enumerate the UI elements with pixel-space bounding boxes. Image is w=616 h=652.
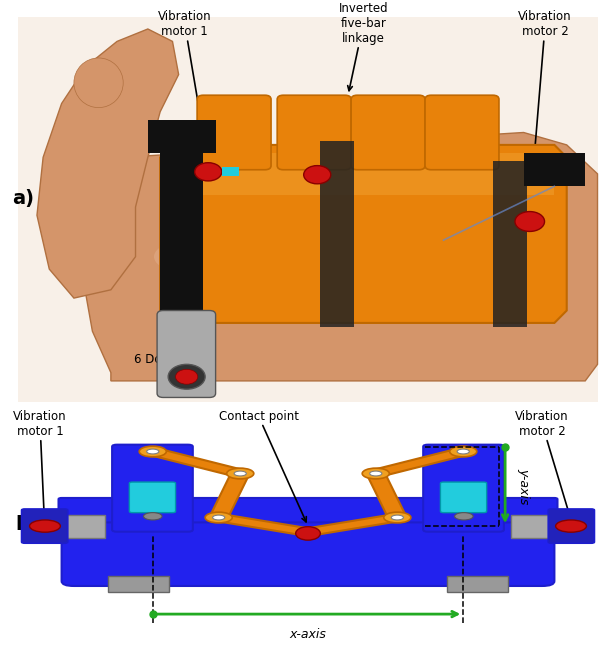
- Polygon shape: [304, 514, 401, 535]
- Bar: [511, 515, 557, 537]
- Circle shape: [30, 520, 60, 532]
- Polygon shape: [367, 473, 407, 518]
- FancyBboxPatch shape: [425, 95, 499, 170]
- Circle shape: [450, 446, 477, 457]
- Bar: [160, 137, 203, 331]
- Text: Vibration
motor 2: Vibration motor 2: [518, 10, 572, 207]
- Text: y-axis: y-axis: [517, 468, 530, 505]
- FancyBboxPatch shape: [440, 482, 487, 512]
- Text: 6 DoF camera: 6 DoF camera: [134, 338, 217, 366]
- FancyBboxPatch shape: [59, 498, 557, 541]
- Bar: [320, 141, 354, 327]
- Circle shape: [304, 166, 331, 184]
- Bar: [524, 153, 585, 186]
- Polygon shape: [37, 29, 179, 298]
- Polygon shape: [215, 514, 312, 535]
- Bar: [108, 576, 169, 592]
- Bar: [493, 162, 527, 327]
- FancyBboxPatch shape: [62, 522, 554, 586]
- Text: b): b): [15, 515, 38, 535]
- FancyBboxPatch shape: [22, 509, 68, 543]
- Circle shape: [195, 163, 222, 181]
- Circle shape: [362, 468, 389, 479]
- Circle shape: [370, 471, 382, 476]
- Polygon shape: [148, 449, 245, 477]
- Bar: [59, 515, 105, 537]
- FancyBboxPatch shape: [129, 482, 176, 512]
- Text: Contact point: Contact point: [219, 410, 306, 522]
- Text: x-axis: x-axis: [290, 629, 326, 642]
- Circle shape: [455, 512, 473, 520]
- FancyBboxPatch shape: [548, 509, 594, 543]
- Polygon shape: [74, 132, 598, 381]
- Circle shape: [139, 446, 166, 457]
- Circle shape: [457, 449, 469, 454]
- Ellipse shape: [74, 58, 123, 108]
- FancyBboxPatch shape: [112, 445, 193, 532]
- Polygon shape: [160, 145, 567, 323]
- Text: Vibration
motor 1: Vibration motor 1: [158, 10, 212, 158]
- Polygon shape: [209, 473, 249, 518]
- Circle shape: [227, 468, 254, 479]
- Circle shape: [556, 520, 586, 532]
- Circle shape: [147, 449, 159, 454]
- Bar: [222, 168, 239, 177]
- FancyBboxPatch shape: [197, 95, 271, 170]
- Circle shape: [234, 471, 246, 476]
- Circle shape: [391, 515, 403, 520]
- Bar: [172, 153, 554, 194]
- FancyBboxPatch shape: [157, 310, 216, 398]
- Ellipse shape: [154, 220, 524, 294]
- Bar: [447, 576, 508, 592]
- Circle shape: [176, 369, 198, 384]
- FancyBboxPatch shape: [277, 95, 351, 170]
- Text: Inverted
five-bar
linkage: Inverted five-bar linkage: [339, 2, 388, 91]
- Text: Vibration
motor 2: Vibration motor 2: [515, 410, 570, 516]
- Circle shape: [144, 512, 162, 520]
- FancyBboxPatch shape: [351, 95, 425, 170]
- Circle shape: [515, 211, 545, 231]
- Bar: [148, 120, 216, 153]
- Text: Vibration
motor 1: Vibration motor 1: [13, 410, 67, 515]
- Circle shape: [384, 512, 411, 523]
- Text: a): a): [12, 189, 34, 208]
- FancyBboxPatch shape: [423, 445, 504, 532]
- Circle shape: [205, 512, 232, 523]
- Ellipse shape: [296, 527, 320, 540]
- Circle shape: [213, 515, 225, 520]
- Circle shape: [168, 364, 205, 389]
- Polygon shape: [371, 449, 468, 477]
